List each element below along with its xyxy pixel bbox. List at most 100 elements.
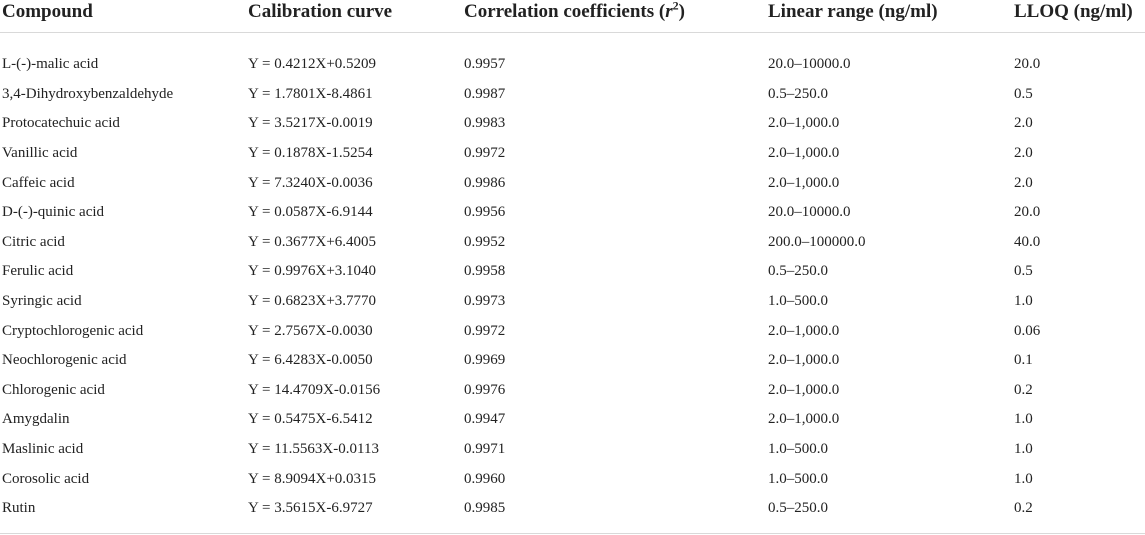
cell-calibration-curve: Y = 1.7801X-8.4861 <box>248 85 373 102</box>
cell-linear-range: 2.0–1,000.0 <box>768 145 840 162</box>
cell-compound: Maslinic acid <box>2 441 84 458</box>
header-linear-range: Linear range (ng/ml) <box>766 0 1012 33</box>
table-row: Rutin Y = 3.5615X-6.9727 0.9985 0.5–250.0 0.… <box>0 494 1145 523</box>
cell-calibration-curve: Y = 2.7567X-0.0030 <box>248 322 373 339</box>
table-row: Syringic acid Y = 0.6823X+3.7770 0.9973 1.0… <box>0 287 1145 317</box>
header-correlation-close: ) <box>678 1 685 22</box>
cell-linear-range: 2.0–1,000.0 <box>768 411 840 428</box>
cell-lloq: 0.1 <box>1014 352 1033 369</box>
cell-linear-range: 0.5–250.0 <box>768 499 828 516</box>
cell-lloq: 0.5 <box>1014 263 1033 280</box>
table-row: Corosolic acid Y = 8.9094X+0.0315 0.9960 1.… <box>0 464 1145 494</box>
cell-lloq: 20.0 <box>1014 204 1041 221</box>
cell-lloq: 20.0 <box>1014 56 1041 73</box>
cell-calibration-curve: Y = 3.5217X-0.0019 <box>248 115 373 132</box>
cell-correlation: 0.9985 <box>464 499 506 516</box>
cell-linear-range: 20.0–10000.0 <box>768 56 851 73</box>
cell-correlation: 0.9969 <box>464 352 506 369</box>
cell-correlation: 0.9958 <box>464 263 506 280</box>
cell-correlation: 0.9957 <box>464 56 506 73</box>
cell-compound: Rutin <box>2 499 36 516</box>
cell-linear-range: 2.0–1,000.0 <box>768 322 840 339</box>
cell-calibration-curve: Y = 0.0587X-6.9144 <box>248 204 373 221</box>
cell-correlation: 0.9972 <box>464 145 506 162</box>
cell-compound: Chlorogenic acid <box>2 381 105 398</box>
cell-calibration-curve: Y = 3.5615X-6.9727 <box>248 499 373 516</box>
cell-linear-range: 200.0–100000.0 <box>768 233 866 250</box>
table-row: Chlorogenic acid Y = 14.4709X-0.0156 0.997… <box>0 376 1145 406</box>
cell-lloq: 1.0 <box>1014 293 1033 310</box>
cell-compound: Syringic acid <box>2 293 82 310</box>
cell-calibration-curve: Y = 0.3677X+6.4005 <box>248 233 377 250</box>
cell-compound: Caffeic acid <box>2 174 75 191</box>
table-row: Maslinic acid Y = 11.5563X-0.0113 0.9971 1.… <box>0 435 1145 465</box>
header-lloq: LLOQ (ng/ml) <box>1012 0 1145 33</box>
cell-compound: Ferulic acid <box>2 263 74 280</box>
table-row: Caffeic acid Y = 7.3240X-0.0036 0.9986 2.0–… <box>0 168 1145 198</box>
table-row: Protocatechuic acid Y = 3.5217X-0.0019 0.9… <box>0 109 1145 139</box>
header-correlation-text: Correlation coefficients ( <box>464 1 666 22</box>
cell-calibration-curve: Y = 7.3240X-0.0036 <box>248 174 373 191</box>
header-spacer <box>0 33 1145 51</box>
cell-compound: Protocatechuic acid <box>2 115 120 132</box>
table-row: Ferulic acid Y = 0.9976X+3.1040 0.9958 0.5–… <box>0 257 1145 287</box>
header-row: Compound Calibration curve Correlation c… <box>0 0 1145 33</box>
table-row: L-(-)-malic acid Y = 0.4212X+0.5209 0.9957… <box>0 50 1145 80</box>
cell-lloq: 2.0 <box>1014 145 1033 162</box>
header-correlation-sup: 2 <box>672 0 679 13</box>
cell-lloq: 0.06 <box>1014 322 1041 339</box>
header-compound: Compound <box>0 0 246 33</box>
calibration-table-container: Compound Calibration curve Correlation c… <box>0 0 1145 523</box>
cell-lloq: 0.2 <box>1014 381 1033 398</box>
cell-calibration-curve: Y = 14.4709X-0.0156 <box>248 381 381 398</box>
cell-compound: Amygdalin <box>2 411 70 428</box>
cell-linear-range: 2.0–1,000.0 <box>768 381 840 398</box>
cell-calibration-curve: Y = 0.4212X+0.5209 <box>248 56 377 73</box>
cell-compound: Neochlorogenic acid <box>2 352 127 369</box>
cell-correlation: 0.9960 <box>464 470 506 487</box>
calibration-table: Compound Calibration curve Correlation c… <box>0 0 1145 523</box>
cell-linear-range: 1.0–500.0 <box>768 441 828 458</box>
header-correlation-coefficients: Correlation coefficients (r2) <box>462 0 766 33</box>
cell-calibration-curve: Y = 6.4283X-0.0050 <box>248 352 373 369</box>
cell-compound: Vanillic acid <box>2 145 78 162</box>
cell-correlation: 0.9947 <box>464 411 506 428</box>
cell-linear-range: 20.0–10000.0 <box>768 204 851 221</box>
table-row: Amygdalin Y = 0.5475X-6.5412 0.9947 2.0–1,0… <box>0 405 1145 435</box>
cell-correlation: 0.9986 <box>464 174 506 191</box>
table-row: Vanillic acid Y = 0.1878X-1.5254 0.9972 2.0… <box>0 139 1145 169</box>
cell-linear-range: 2.0–1,000.0 <box>768 352 840 369</box>
cell-linear-range: 1.0–500.0 <box>768 293 828 310</box>
cell-compound: Corosolic acid <box>2 470 90 487</box>
table-row: Citric acid Y = 0.3677X+6.4005 0.9952 200.0… <box>0 228 1145 258</box>
cell-compound: L-(-)-malic acid <box>2 56 99 73</box>
cell-calibration-curve: Y = 0.6823X+3.7770 <box>248 293 377 310</box>
cell-linear-range: 2.0–1,000.0 <box>768 174 840 191</box>
cell-linear-range: 1.0–500.0 <box>768 470 828 487</box>
cell-lloq: 1.0 <box>1014 470 1033 487</box>
cell-correlation: 0.9971 <box>464 441 506 458</box>
cell-correlation: 0.9983 <box>464 115 506 132</box>
cell-compound: Citric acid <box>2 233 65 250</box>
cell-linear-range: 2.0–1,000.0 <box>768 115 840 132</box>
header-calibration-curve: Calibration curve <box>246 0 462 33</box>
cell-lloq: 0.2 <box>1014 499 1033 516</box>
cell-calibration-curve: Y = 8.9094X+0.0315 <box>248 470 377 487</box>
cell-compound: D-(-)-quinic acid <box>2 204 105 221</box>
cell-calibration-curve: Y = 0.1878X-1.5254 <box>248 145 373 162</box>
cell-lloq: 40.0 <box>1014 233 1041 250</box>
table-row: Neochlorogenic acid Y = 6.4283X-0.0050 0.9… <box>0 346 1145 376</box>
cell-lloq: 1.0 <box>1014 411 1033 428</box>
table-row: 3,4-Dihydroxybenzaldehyde Y = 1.7801X-8.4… <box>0 80 1145 110</box>
cell-linear-range: 0.5–250.0 <box>768 263 828 280</box>
cell-calibration-curve: Y = 0.5475X-6.5412 <box>248 411 373 428</box>
cell-correlation: 0.9972 <box>464 322 506 339</box>
cell-lloq: 2.0 <box>1014 174 1033 191</box>
table-header: Compound Calibration curve Correlation c… <box>0 0 1145 33</box>
cell-lloq: 1.0 <box>1014 441 1033 458</box>
cell-linear-range: 0.5–250.0 <box>768 85 828 102</box>
cell-calibration-curve: Y = 0.9976X+3.1040 <box>248 263 377 280</box>
table-body: L-(-)-malic acid Y = 0.4212X+0.5209 0.9957… <box>0 33 1145 523</box>
table-row: Cryptochlorogenic acid Y = 2.7567X-0.0030… <box>0 316 1145 346</box>
cell-correlation: 0.9987 <box>464 85 506 102</box>
